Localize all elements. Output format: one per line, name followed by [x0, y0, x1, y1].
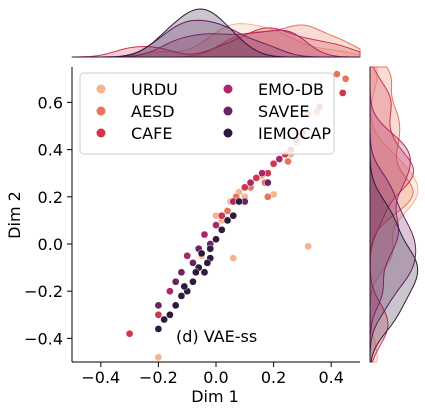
legend-marker	[223, 106, 233, 116]
legend-marker	[223, 128, 233, 138]
y-tick-label: −0.4	[24, 329, 63, 348]
data-point	[263, 178, 272, 187]
data-point	[171, 277, 180, 286]
legend-box	[79, 72, 335, 155]
data-point	[197, 249, 206, 258]
x-tick-label: −0.4	[81, 368, 120, 387]
data-point	[229, 211, 238, 220]
data-point	[252, 174, 261, 182]
data-point	[212, 235, 220, 244]
data-point	[235, 197, 243, 206]
legend-marker	[96, 84, 106, 94]
legend-label: IEMOCAP	[258, 124, 331, 143]
data-point	[223, 207, 232, 215]
data-point	[275, 155, 284, 163]
data-point	[258, 169, 266, 178]
x-tick-label: 0.2	[261, 368, 286, 387]
legend-marker	[96, 128, 106, 138]
y-tick-label: 0.4	[38, 141, 63, 160]
data-point	[166, 310, 174, 319]
data-point	[206, 244, 215, 253]
data-point	[338, 89, 347, 97]
data-point	[212, 221, 220, 229]
legend-label: URDU	[131, 80, 178, 99]
data-point	[166, 287, 174, 296]
data-point	[189, 259, 197, 267]
data-point	[240, 183, 249, 192]
data-point	[203, 259, 212, 267]
y-axis-label: Dim 2	[5, 191, 24, 239]
data-point	[171, 301, 180, 310]
legend-label: SAVEE	[258, 102, 310, 121]
data-point	[189, 277, 197, 286]
legend-marker	[96, 106, 106, 116]
data-point	[191, 268, 200, 277]
y-tick-label: 0.0	[38, 235, 63, 254]
legend-label: EMO-DB	[258, 80, 324, 99]
right-kde-curve	[369, 66, 411, 363]
y-tick-label: 0.2	[38, 188, 63, 207]
legend-label: AESD	[131, 102, 175, 121]
legend: URDU AESD CAFE EMO-DB SAVEE IEMOCAP	[79, 72, 335, 155]
y-tick-label: 0.6	[38, 93, 63, 112]
right-kde-curve	[369, 67, 419, 363]
data-point	[223, 216, 232, 225]
data-point	[341, 74, 350, 83]
data-point	[263, 192, 272, 201]
data-point	[177, 268, 186, 277]
data-point	[154, 325, 163, 333]
data-point	[160, 315, 169, 324]
data-point	[154, 353, 163, 362]
data-point	[217, 211, 226, 220]
data-point	[154, 310, 163, 319]
data-point	[154, 301, 163, 310]
data-point	[246, 178, 255, 187]
panel-annotation: (d) VAE-ss	[176, 327, 257, 346]
data-point	[304, 242, 313, 251]
legend-label: CAFE	[131, 124, 172, 143]
data-point	[200, 230, 209, 239]
x-tick-label: −0.2	[139, 368, 178, 387]
top-kde-curve	[71, 8, 360, 58]
legend-marker	[223, 84, 233, 94]
axes: −0.4 −0.2 0.0 0.2 0.4 −0.4 −0.2 0.0 0.2 0.4 0.6	[24, 67, 360, 387]
right-kde-curve	[369, 66, 415, 363]
data-point	[284, 157, 292, 166]
data-point	[180, 282, 189, 291]
y-tick-label: −0.2	[24, 282, 63, 301]
data-point	[269, 159, 278, 168]
data-point	[177, 292, 186, 300]
data-point	[200, 268, 209, 277]
data-point	[125, 329, 134, 338]
data-point	[217, 225, 226, 234]
data-point	[183, 251, 192, 260]
top-marginal-kde	[71, 8, 361, 58]
x-tick-label: 0.0	[203, 368, 228, 387]
x-tick-label: 0.4	[318, 368, 343, 387]
right-marginal-kde	[369, 66, 419, 363]
data-point	[229, 254, 238, 263]
x-axis-label: Dim 1	[191, 387, 239, 406]
top-kde-curve	[71, 27, 361, 58]
